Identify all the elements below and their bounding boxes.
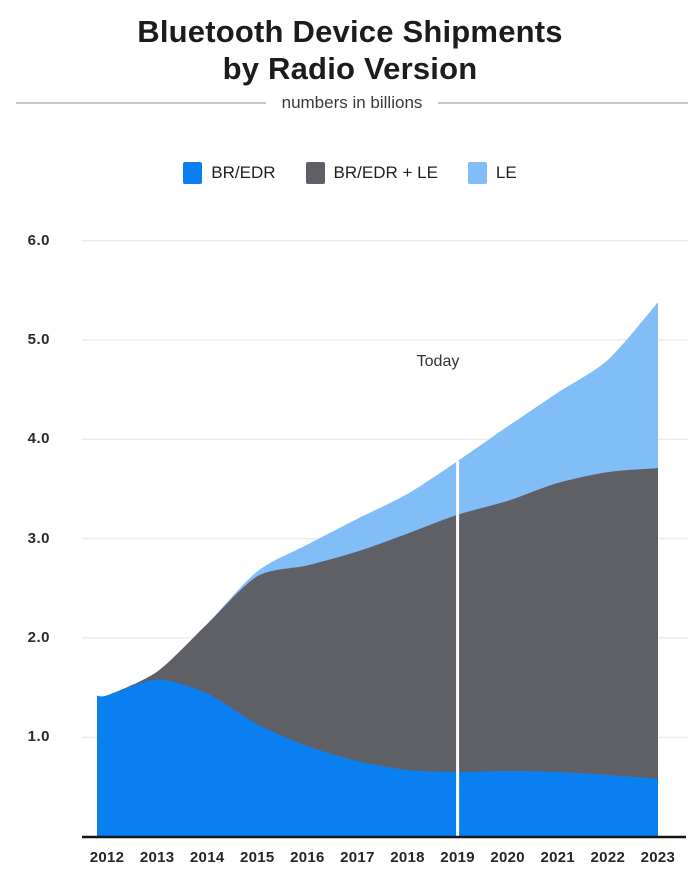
y-tick-6: 6.0 (0, 231, 50, 251)
x-tick-2015: 2015 (232, 848, 282, 868)
x-tick-2014: 2014 (182, 848, 232, 868)
legend-swatch-br-edr-le (306, 162, 325, 184)
legend-swatch-br-edr (183, 162, 202, 184)
legend-item-br-edr-le: BR/EDR + LE (306, 162, 438, 184)
x-tick-2013: 2013 (132, 848, 182, 868)
x-tick-2016: 2016 (282, 848, 332, 868)
x-tick-2022: 2022 (583, 848, 633, 868)
legend-item-le: LE (468, 162, 517, 184)
x-tick-2020: 2020 (483, 848, 533, 868)
x-tick-2021: 2021 (533, 848, 583, 868)
y-tick-1: 1.0 (0, 727, 50, 747)
chart-canvas (0, 0, 700, 882)
y-tick-4: 4.0 (0, 429, 50, 449)
x-tick-2017: 2017 (332, 848, 382, 868)
legend-label-br-edr: BR/EDR (211, 163, 275, 183)
legend-label-br-edr-le: BR/EDR + LE (334, 163, 438, 183)
x-tick-2019: 2019 (433, 848, 483, 868)
chart-title-line1: Bluetooth Device Shipments (0, 13, 700, 50)
x-tick-2023: 2023 (633, 848, 683, 868)
x-tick-2012: 2012 (82, 848, 132, 868)
y-tick-2: 2.0 (0, 628, 50, 648)
today-marker-line (456, 461, 459, 837)
chart-title: Bluetooth Device Shipments by Radio Vers… (0, 13, 700, 87)
page: { "header": { "title_line1": "Bluetooth … (0, 0, 700, 882)
chart-title-line2: by Radio Version (0, 50, 700, 87)
chart-subtitle: numbers in billions (266, 93, 439, 113)
x-tick-2018: 2018 (382, 848, 432, 868)
y-tick-3: 3.0 (0, 529, 50, 549)
x-axis-labels: 2012 2013 2014 2015 2016 2017 2018 2019 … (82, 848, 683, 868)
today-annotation-label: Today (398, 352, 478, 372)
chart-subtitle-row: numbers in billions (0, 92, 700, 114)
y-tick-5: 5.0 (0, 330, 50, 350)
legend: BR/EDR BR/EDR + LE LE (0, 160, 700, 186)
legend-swatch-le (468, 162, 487, 184)
subtitle-divider-right (438, 102, 688, 104)
legend-item-br-edr: BR/EDR (183, 162, 275, 184)
legend-label-le: LE (496, 163, 517, 183)
subtitle-divider-left (16, 102, 266, 104)
